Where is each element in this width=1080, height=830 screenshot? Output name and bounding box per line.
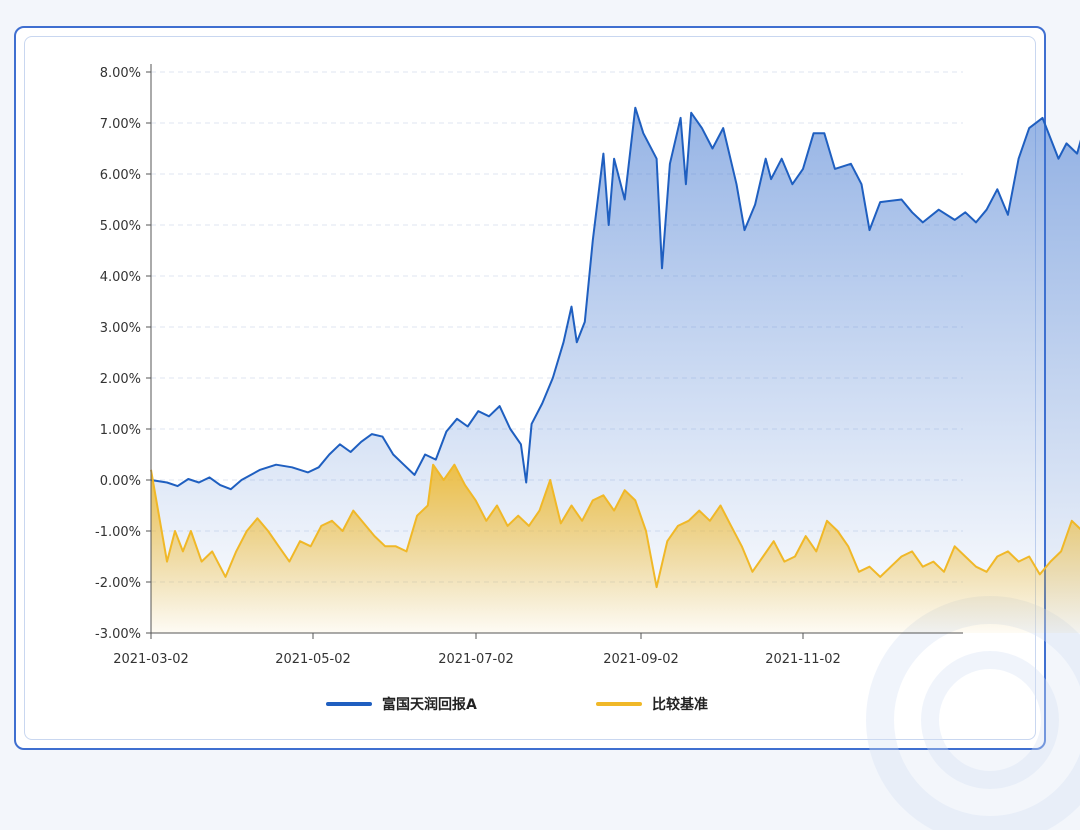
y-tick-label: 4.00% xyxy=(100,270,141,285)
y-tick-label: 2.00% xyxy=(100,372,141,387)
legend-label-benchmark: 比较基准 xyxy=(652,694,708,714)
x-tick-label: 2021-11-02 xyxy=(765,652,841,667)
legend-label-fund: 富国天润回报A xyxy=(382,694,477,714)
y-tick-label: 5.00% xyxy=(100,219,141,234)
y-tick-label: 1.00% xyxy=(100,423,141,438)
x-tick-label: 2021-03-02 xyxy=(113,652,189,667)
legend-item-fund: 富国天润回报A xyxy=(326,694,477,714)
y-tick-label: 8.00% xyxy=(100,66,141,81)
legend: 富国天润回报A 比较基准 xyxy=(0,694,1080,718)
y-tick-label: 7.00% xyxy=(100,117,141,132)
y-tick-label: 3.00% xyxy=(100,321,141,336)
series-areas xyxy=(151,100,1080,633)
x-tick-label: 2021-09-02 xyxy=(603,652,679,667)
x-tick-label: 2021-07-02 xyxy=(438,652,514,667)
x-tick-label: 2021-05-02 xyxy=(275,652,351,667)
line-chart: 8.00% 7.00% 6.00% 5.00% 4.00% 3.00% 2.00% 1.00%… xyxy=(0,0,1080,770)
legend-item-benchmark: 比较基准 xyxy=(596,694,708,714)
legend-swatch-benchmark xyxy=(596,702,642,706)
y-tick-label: -3.00% xyxy=(95,627,141,642)
y-tick-label: -2.00% xyxy=(95,576,141,591)
y-tick-label: 0.00% xyxy=(100,474,141,489)
legend-swatch-fund xyxy=(326,702,372,706)
y-tick-label: 6.00% xyxy=(100,168,141,183)
y-tick-label: -1.00% xyxy=(95,525,141,540)
